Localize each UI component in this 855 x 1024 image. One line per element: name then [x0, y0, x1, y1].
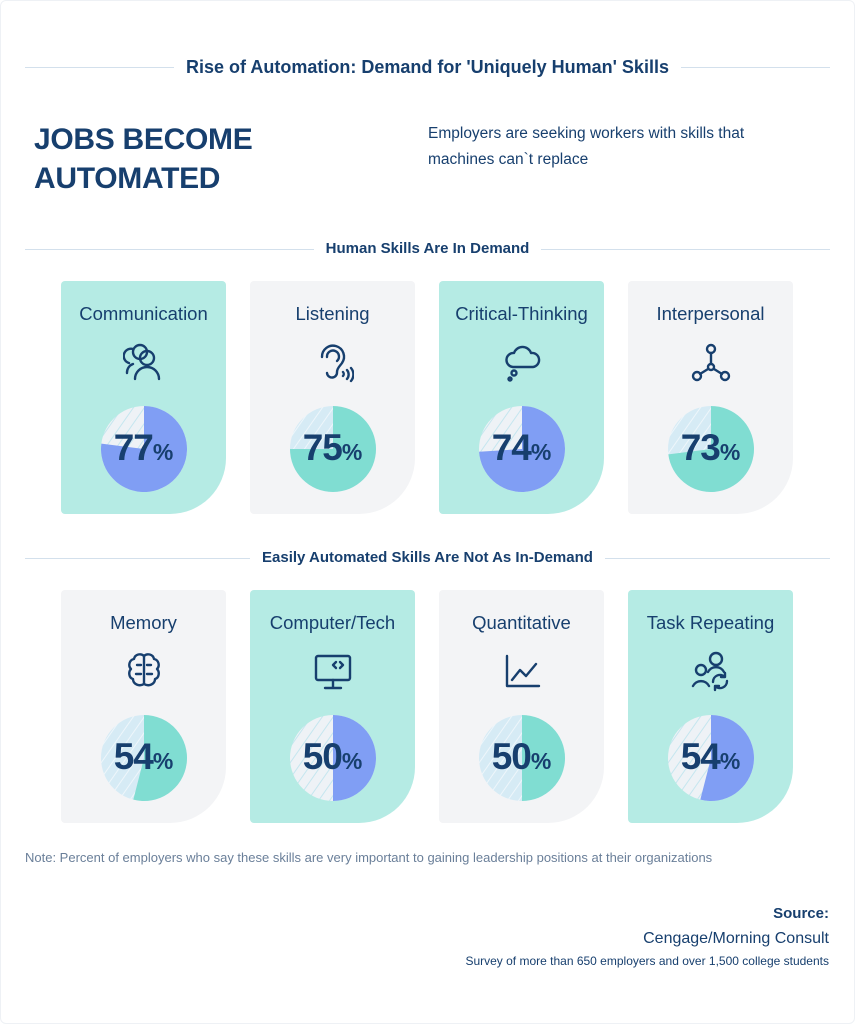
skill-card: Task Repeating 54%	[628, 590, 793, 823]
headline: JOBS BECOME AUTOMATED	[34, 120, 253, 198]
network-icon	[691, 343, 731, 382]
pie-chart	[668, 406, 754, 492]
skill-label: Critical-Thinking	[455, 303, 588, 324]
skill-label: Quantitative	[472, 612, 571, 633]
headline-line: AUTOMATED	[34, 162, 221, 195]
pie-chart	[101, 715, 187, 801]
line-chart-icon	[505, 654, 541, 688]
percent-value: 74	[491, 427, 532, 468]
percent-label: 73%	[628, 427, 793, 469]
monitor-code-icon	[314, 654, 352, 690]
skill-card: Interpersonal 73%	[628, 281, 793, 514]
pie-chart	[101, 406, 187, 492]
pie-value-slice	[333, 715, 376, 801]
percent-value: 77	[113, 427, 154, 468]
percent-label: 54%	[628, 736, 793, 778]
brain-icon	[128, 653, 160, 687]
pie-chart	[290, 406, 376, 492]
pie-chart	[479, 715, 565, 801]
headline-line: JOBS BECOME	[34, 123, 253, 156]
pie-chart	[668, 715, 754, 801]
skill-card: Computer/Tech 50%	[250, 590, 415, 823]
source-name: Cengage/Morning Consult	[643, 930, 829, 947]
percent-value: 54	[680, 736, 721, 777]
section-title-automated: Easily Automated Skills Are Not As In-De…	[0, 549, 855, 566]
percent-label: 54%	[61, 736, 226, 778]
note: Note: Percent of employers who say these…	[25, 850, 713, 865]
source-detail: Survey of more than 650 employers and ov…	[465, 954, 829, 968]
ear-icon	[320, 344, 354, 383]
section-title-text: Human Skills Are In Demand	[313, 240, 542, 257]
percent-unit: %	[341, 748, 363, 774]
percent-value: 73	[680, 427, 721, 468]
skill-label: Interpersonal	[656, 303, 765, 324]
percent-label: 50%	[250, 736, 415, 778]
skill-label: Listening	[295, 303, 370, 324]
section-title-human: Human Skills Are In Demand	[0, 240, 855, 257]
people-refresh-icon	[691, 651, 729, 692]
skill-card: Critical-Thinking 74%	[439, 281, 604, 514]
percent-unit: %	[341, 439, 363, 465]
skill-card: Communication 77%	[61, 281, 226, 514]
percent-value: 54	[113, 736, 154, 777]
percent-value: 50	[302, 736, 343, 777]
percent-label: 75%	[250, 427, 415, 469]
percent-unit: %	[530, 748, 552, 774]
skill-label: Memory	[110, 612, 177, 633]
percent-label: 50%	[439, 736, 604, 778]
skill-label: Communication	[79, 303, 208, 324]
section-title-text: Easily Automated Skills Are Not As In-De…	[250, 549, 605, 566]
percent-unit: %	[719, 439, 741, 465]
pie-value-slice	[522, 715, 565, 801]
main-title-text: Rise of Automation: Demand for 'Uniquely…	[174, 57, 681, 77]
percent-label: 77%	[61, 427, 226, 469]
percent-unit: %	[530, 439, 552, 465]
percent-value: 50	[491, 736, 532, 777]
percent-unit: %	[719, 748, 741, 774]
subtitle: Employers are seeking workers with skill…	[428, 125, 745, 168]
skill-label: Computer/Tech	[269, 612, 396, 633]
pie-value-slice	[101, 406, 187, 492]
percent-label: 74%	[439, 427, 604, 469]
source-heading: Source:	[773, 905, 829, 922]
percent-unit: %	[152, 439, 174, 465]
cloud-thought-icon	[505, 345, 541, 382]
pie-value-slice	[668, 406, 754, 492]
skill-card: Quantitative 50%	[439, 590, 604, 823]
percent-unit: %	[152, 748, 174, 774]
pie-chart	[479, 406, 565, 492]
pie-value-slice	[133, 715, 187, 801]
skill-card: Listening 75%	[250, 281, 415, 514]
skill-card: Memory 54%	[61, 590, 226, 823]
pie-value-slice	[290, 406, 376, 492]
main-title: Rise of Automation: Demand for 'Uniquely…	[0, 57, 855, 78]
pie-value-slice	[700, 715, 754, 801]
percent-value: 75	[302, 427, 343, 468]
pie-value-slice	[479, 406, 565, 492]
skill-label: Task Repeating	[646, 612, 775, 633]
pie-chart	[290, 715, 376, 801]
people-icon	[123, 343, 161, 381]
